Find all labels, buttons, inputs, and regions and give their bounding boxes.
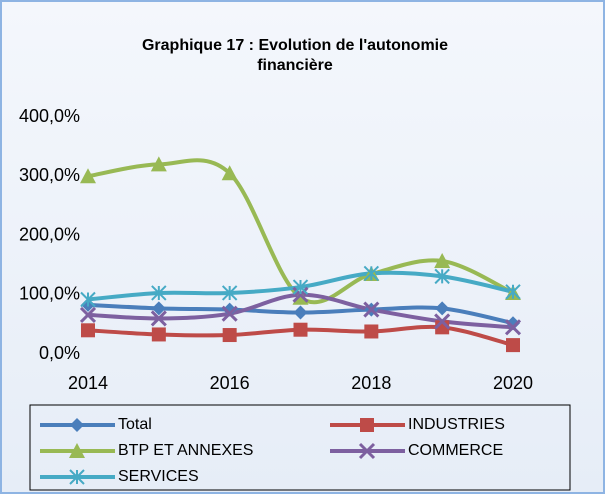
x-tick-label: 2014 xyxy=(68,373,108,393)
marker xyxy=(222,328,237,343)
marker xyxy=(363,301,380,318)
marker xyxy=(222,302,237,317)
legend-label: BTP ET ANNEXES xyxy=(118,442,253,459)
marker xyxy=(69,443,85,458)
marker xyxy=(79,306,97,323)
marker xyxy=(363,265,380,282)
marker xyxy=(434,252,451,268)
marker xyxy=(151,301,166,316)
marker xyxy=(221,165,238,181)
marker xyxy=(293,322,308,337)
chart-title: Graphique 17 : Evolution de l'autonomie … xyxy=(141,37,449,74)
x-tick-label: 2020 xyxy=(493,373,533,393)
y-tick-label: 400,0% xyxy=(19,106,80,126)
x-tick-label: 2016 xyxy=(210,373,250,393)
legend-label: INDUSTRIES xyxy=(408,416,505,433)
marker xyxy=(360,418,374,432)
marker xyxy=(221,285,238,301)
marker xyxy=(293,305,308,320)
marker xyxy=(292,289,309,305)
marker xyxy=(504,319,522,336)
marker xyxy=(505,284,521,300)
y-tick-label: 0,0% xyxy=(39,343,80,363)
marker xyxy=(81,323,95,338)
y-tick-label: 100,0% xyxy=(19,284,80,304)
marker xyxy=(69,469,85,485)
marker xyxy=(506,338,520,353)
marker xyxy=(70,418,84,432)
marker xyxy=(434,313,451,330)
marker xyxy=(292,279,309,295)
marker xyxy=(221,305,238,322)
legend-label: SERVICES xyxy=(118,468,199,485)
marker xyxy=(80,291,96,308)
marker xyxy=(292,286,309,303)
x-tick-label: 2018 xyxy=(351,373,391,393)
marker xyxy=(435,301,450,316)
marker xyxy=(364,324,379,339)
marker xyxy=(151,327,166,342)
marker xyxy=(80,168,96,184)
marker xyxy=(150,156,167,172)
y-tick-label: 300,0% xyxy=(19,165,80,185)
legend-label: Total xyxy=(118,416,152,433)
marker xyxy=(506,316,520,331)
marker xyxy=(150,310,167,327)
marker xyxy=(434,268,450,285)
legend-label: COMMERCE xyxy=(408,442,503,459)
y-tick-label: 200,0% xyxy=(19,224,80,244)
legend-box xyxy=(29,404,571,491)
marker xyxy=(151,285,167,301)
marker xyxy=(358,442,376,460)
